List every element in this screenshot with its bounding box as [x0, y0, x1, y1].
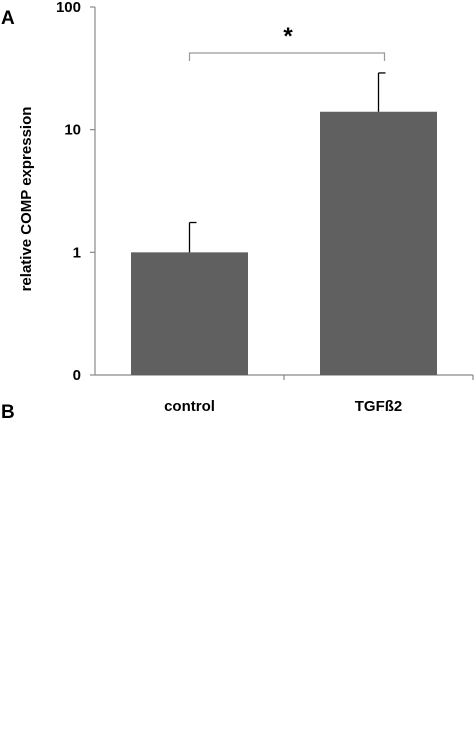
- y-tick-label: 10: [64, 122, 81, 139]
- panel-b-letter: B: [1, 402, 15, 423]
- bar-control: [131, 252, 248, 375]
- bar-chart: 0 1 10 100 control TGFß2 *: [56, 0, 474, 415]
- x-category-label: TGFß2: [355, 398, 403, 415]
- significance-bracket: [188, 52, 386, 61]
- y-tick-label: 1: [73, 244, 81, 261]
- significance-star: *: [283, 23, 293, 50]
- x-category-label: control: [164, 398, 215, 415]
- bar-tgfb2: [320, 111, 437, 375]
- panel-a-letter: A: [1, 8, 15, 29]
- y-tick-label: 100: [56, 0, 81, 16]
- y-axis-title: relative COMP expression: [18, 107, 35, 292]
- y-tick-label: 0: [73, 367, 81, 384]
